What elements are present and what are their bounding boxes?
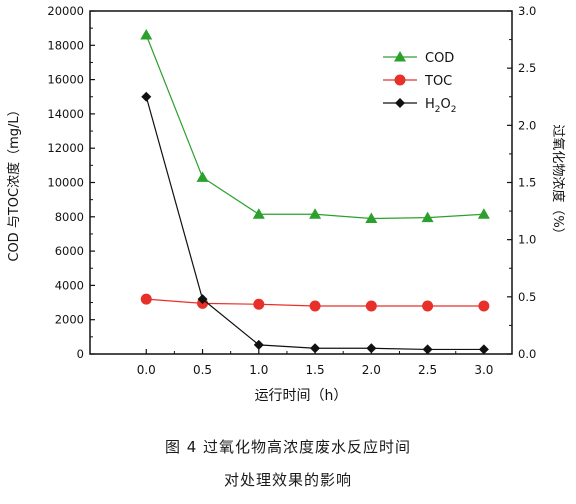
y-left-axis-label: COD 与TOC浓度（mg/L） — [6, 103, 22, 261]
x-tick-label: 0.0 — [137, 363, 156, 377]
y-right-tick-label: 1.5 — [518, 176, 536, 190]
point-cod — [140, 29, 153, 40]
y-right-tick-label: 3.0 — [518, 4, 536, 18]
point-h2o2 — [141, 91, 152, 102]
point-toc — [422, 300, 434, 312]
x-tick-label: 0.5 — [193, 363, 212, 377]
legend-label-h2o2: H2O2 — [425, 97, 456, 115]
legend-label-cod: COD — [425, 51, 454, 66]
point-toc — [309, 300, 321, 312]
x-tick-label: 2.0 — [362, 363, 381, 377]
y-left-tick-label: 0 — [77, 347, 84, 361]
chart: 0.0 0.5 1.0 1.5 2.0 2.5 3.0 0 2000 4000 6000 8000 10… — [6, 4, 566, 404]
point-h2o2 — [253, 339, 264, 350]
y-left-tick-label: 2000 — [55, 313, 84, 327]
point-cod — [365, 212, 378, 224]
x-tick-label: 2.5 — [418, 363, 437, 377]
y-right-tick-label: 2.0 — [518, 118, 536, 132]
point-cod — [196, 171, 209, 182]
point-toc — [253, 298, 265, 310]
y-left-tick-label: 18000 — [47, 38, 84, 52]
figure-caption-line-1: 图 4 过氧化物高浓度废水反应时间 — [164, 438, 412, 456]
point-toc — [478, 300, 490, 312]
point-cod — [477, 208, 490, 219]
y-left-tick-label: 16000 — [47, 73, 84, 87]
point-cod — [421, 211, 434, 223]
x-tick-label: 1.0 — [249, 363, 268, 377]
point-h2o2 — [422, 344, 433, 355]
y-left-tick-label: 4000 — [55, 278, 84, 292]
figure-caption-line-2: 对处理效果的影响 — [223, 471, 352, 489]
y-right-axis-label: 过氧化物浓度（%） — [550, 124, 566, 240]
y-right-tick-label: 1.0 — [518, 233, 536, 247]
point-h2o2 — [478, 344, 489, 355]
y-left-tick-label: 10000 — [47, 176, 84, 190]
legend-label-toc: TOC — [424, 74, 452, 89]
y-left-tick-label: 12000 — [47, 141, 84, 155]
x-tick-label: 1.5 — [306, 363, 325, 377]
point-cod — [309, 208, 322, 219]
y-right-tick-label: 0.0 — [518, 347, 536, 361]
y-left-tick-label: 14000 — [47, 107, 84, 121]
point-toc — [365, 300, 377, 312]
y-right-tick-label: 0.5 — [518, 290, 536, 304]
point-h2o2 — [197, 294, 208, 305]
series-line-h2o2 — [145, 96, 484, 351]
y-left-tick-label: 20000 — [47, 4, 84, 18]
y-right-tick-label: 2.5 — [518, 61, 536, 75]
x-tick-label: 3.0 — [474, 363, 493, 377]
point-h2o2 — [366, 343, 377, 354]
y-left-tick-label: 6000 — [55, 244, 84, 258]
x-axis-label: 运行时间（h） — [255, 388, 348, 404]
legend-marker-h2o2 — [395, 98, 405, 108]
point-h2o2 — [310, 343, 321, 354]
y-left-tick-label: 8000 — [55, 210, 84, 224]
point-cod — [252, 208, 265, 219]
legend-marker-cod — [394, 51, 406, 62]
point-toc — [140, 293, 152, 305]
legend-marker-toc — [394, 74, 406, 86]
